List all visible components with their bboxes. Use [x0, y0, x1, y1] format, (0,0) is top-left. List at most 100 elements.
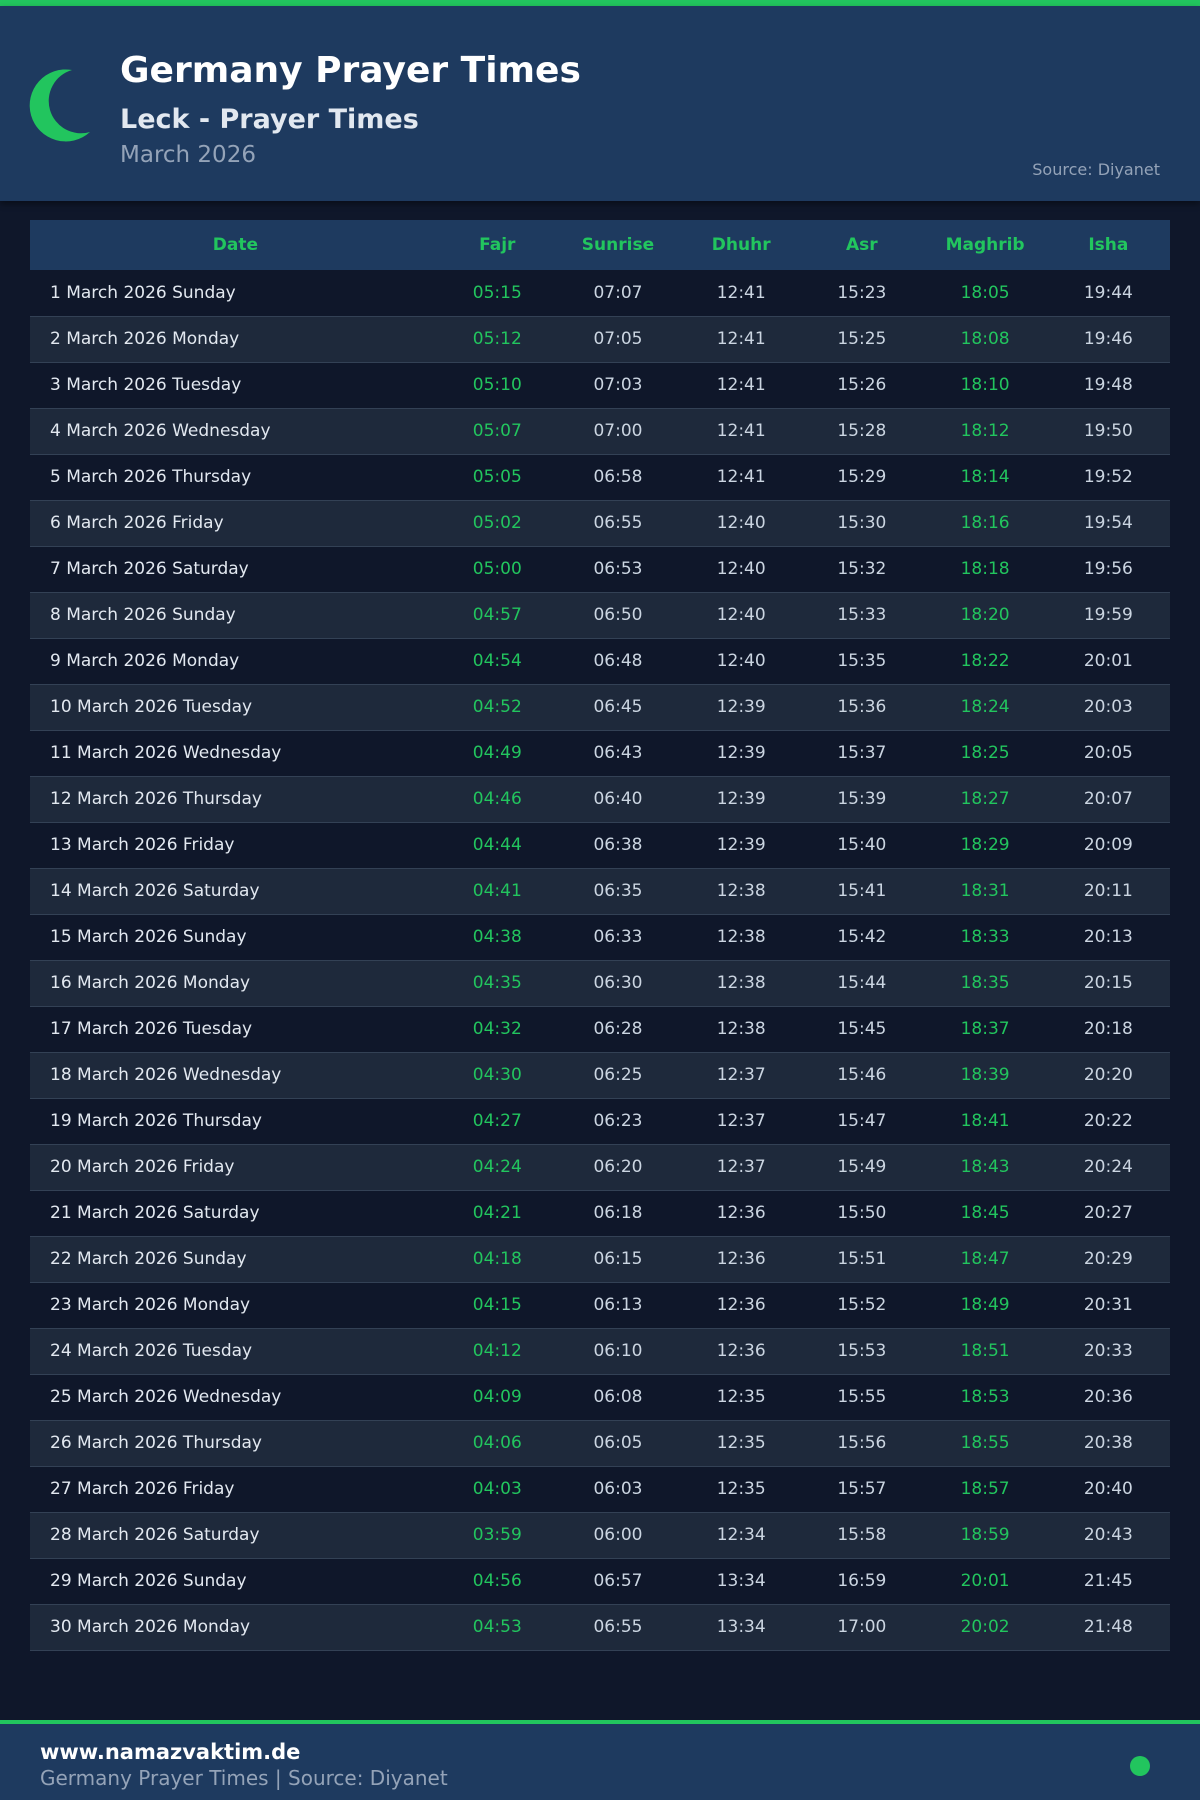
- sunrise-cell: 07:07: [553, 270, 683, 317]
- dhuhr-cell: 12:38: [682, 868, 801, 915]
- table-row: 20 March 2026 Friday 04:24 06:20 12:37 15:49…: [30, 1144, 1170, 1191]
- sunrise-cell: 07:03: [553, 362, 683, 409]
- asr-cell: 15:58: [800, 1512, 924, 1559]
- dhuhr-cell: 12:40: [682, 500, 801, 547]
- fajr-cell: 04:35: [440, 960, 554, 1007]
- maghrib-cell: 18:05: [923, 270, 1047, 317]
- isha-cell: 20:03: [1046, 684, 1170, 731]
- table-row: 17 March 2026 Tuesday 04:32 06:28 12:38 15:4…: [30, 1006, 1170, 1053]
- date-cell: 10 March 2026 Tuesday: [30, 684, 441, 731]
- sunrise-cell: 06:38: [553, 822, 683, 869]
- table-row: 8 March 2026 Sunday 04:57 06:50 12:40 15:33 1…: [30, 592, 1170, 639]
- column-header-isha: Isha: [1046, 220, 1170, 270]
- dhuhr-cell: 12:39: [682, 822, 801, 869]
- maghrib-cell: 18:10: [923, 362, 1047, 409]
- sunrise-cell: 06:50: [553, 592, 683, 639]
- maghrib-cell: 18:29: [923, 822, 1047, 869]
- asr-cell: 15:52: [800, 1282, 924, 1329]
- date-cell: 25 March 2026 Wednesday: [30, 1374, 441, 1421]
- table-row: 26 March 2026 Thursday 04:06 06:05 12:35 15:…: [30, 1420, 1170, 1467]
- maghrib-cell: 18:39: [923, 1052, 1047, 1099]
- asr-cell: 15:40: [800, 822, 924, 869]
- maghrib-cell: 18:53: [923, 1374, 1047, 1421]
- asr-cell: 15:32: [800, 546, 924, 593]
- table-row: 15 March 2026 Sunday 04:38 06:33 12:38 15:42…: [30, 914, 1170, 961]
- maghrib-cell: 18:51: [923, 1328, 1047, 1375]
- table-row: 22 March 2026 Sunday 04:18 06:15 12:36 15:51…: [30, 1236, 1170, 1283]
- sunrise-cell: 06:18: [553, 1190, 683, 1237]
- sunrise-cell: 06:55: [553, 1604, 683, 1651]
- sunrise-cell: 06:58: [553, 454, 683, 501]
- isha-cell: 20:24: [1046, 1144, 1170, 1191]
- fajr-cell: 05:07: [440, 408, 554, 455]
- fajr-cell: 04:06: [440, 1420, 554, 1467]
- isha-cell: 20:36: [1046, 1374, 1170, 1421]
- date-cell: 22 March 2026 Sunday: [30, 1236, 441, 1283]
- asr-cell: 15:39: [800, 776, 924, 823]
- table-row: 13 March 2026 Friday 04:44 06:38 12:39 15:40…: [30, 822, 1170, 869]
- maghrib-cell: 18:22: [923, 638, 1047, 685]
- month-label: March 2026: [120, 142, 256, 168]
- fajr-cell: 05:05: [440, 454, 554, 501]
- page-footer: www.namazvaktim.de Germany Prayer Times …: [0, 1724, 1200, 1800]
- dhuhr-cell: 12:35: [682, 1466, 801, 1513]
- isha-cell: 20:09: [1046, 822, 1170, 869]
- table-row: 30 March 2026 Monday 04:53 06:55 13:34 17:00…: [30, 1604, 1170, 1651]
- table-row: 10 March 2026 Tuesday 04:52 06:45 12:39 15:3…: [30, 684, 1170, 731]
- isha-cell: 19:46: [1046, 316, 1170, 363]
- dhuhr-cell: 12:37: [682, 1052, 801, 1099]
- dhuhr-cell: 12:36: [682, 1282, 801, 1329]
- crescent-moon-icon: [29, 69, 90, 142]
- footer-site-link[interactable]: www.namazvaktim.de: [40, 1740, 301, 1764]
- dhuhr-cell: 12:41: [682, 316, 801, 363]
- maghrib-cell: 18:47: [923, 1236, 1047, 1283]
- fajr-cell: 04:46: [440, 776, 554, 823]
- footer-accent-line: [0, 1720, 1200, 1724]
- table-row: 29 March 2026 Sunday 04:56 06:57 13:34 16:59…: [30, 1558, 1170, 1605]
- dhuhr-cell: 12:39: [682, 684, 801, 731]
- fajr-cell: 03:59: [440, 1512, 554, 1559]
- column-header-sunrise: Sunrise: [553, 220, 683, 270]
- fajr-cell: 04:56: [440, 1558, 554, 1605]
- date-cell: 16 March 2026 Monday: [30, 960, 441, 1007]
- asr-cell: 15:23: [800, 270, 924, 317]
- fajr-cell: 04:27: [440, 1098, 554, 1145]
- date-cell: 30 March 2026 Monday: [30, 1604, 441, 1651]
- date-cell: 27 March 2026 Friday: [30, 1466, 441, 1513]
- dhuhr-cell: 12:41: [682, 408, 801, 455]
- dhuhr-cell: 12:40: [682, 546, 801, 593]
- fajr-cell: 04:38: [440, 914, 554, 961]
- asr-cell: 15:28: [800, 408, 924, 455]
- column-header-asr: Asr: [800, 220, 924, 270]
- isha-cell: 20:27: [1046, 1190, 1170, 1237]
- isha-cell: 20:20: [1046, 1052, 1170, 1099]
- table-row: 12 March 2026 Thursday 04:46 06:40 12:39 15:…: [30, 776, 1170, 823]
- dhuhr-cell: 12:37: [682, 1144, 801, 1191]
- sunrise-cell: 06:35: [553, 868, 683, 915]
- fajr-cell: 05:00: [440, 546, 554, 593]
- date-cell: 9 March 2026 Monday: [30, 638, 441, 685]
- date-cell: 3 March 2026 Tuesday: [30, 362, 441, 409]
- table-row: 7 March 2026 Saturday 05:00 06:53 12:40 15:3…: [30, 546, 1170, 593]
- table-row: 18 March 2026 Wednesday 04:30 06:25 12:37 15…: [30, 1052, 1170, 1099]
- maghrib-cell: 18:49: [923, 1282, 1047, 1329]
- prayer-times-table: Date Fajr Sunrise Dhuhr Asr Maghrib Isha 1 Mar…: [30, 220, 1170, 1651]
- maghrib-cell: 18:16: [923, 500, 1047, 547]
- column-header-dhuhr: Dhuhr: [682, 220, 801, 270]
- asr-cell: 15:57: [800, 1466, 924, 1513]
- asr-cell: 15:35: [800, 638, 924, 685]
- page-subtitle: Leck - Prayer Times: [120, 104, 419, 135]
- date-cell: 18 March 2026 Wednesday: [30, 1052, 441, 1099]
- asr-cell: 15:42: [800, 914, 924, 961]
- asr-cell: 15:46: [800, 1052, 924, 1099]
- dhuhr-cell: 12:41: [682, 362, 801, 409]
- table-row: 14 March 2026 Saturday 04:41 06:35 12:38 15:…: [30, 868, 1170, 915]
- sunrise-cell: 06:53: [553, 546, 683, 593]
- dhuhr-cell: 12:35: [682, 1374, 801, 1421]
- dhuhr-cell: 12:38: [682, 1006, 801, 1053]
- fajr-cell: 04:52: [440, 684, 554, 731]
- isha-cell: 19:59: [1046, 592, 1170, 639]
- date-cell: 19 March 2026 Thursday: [30, 1098, 441, 1145]
- sunrise-cell: 06:43: [553, 730, 683, 777]
- sunrise-cell: 06:30: [553, 960, 683, 1007]
